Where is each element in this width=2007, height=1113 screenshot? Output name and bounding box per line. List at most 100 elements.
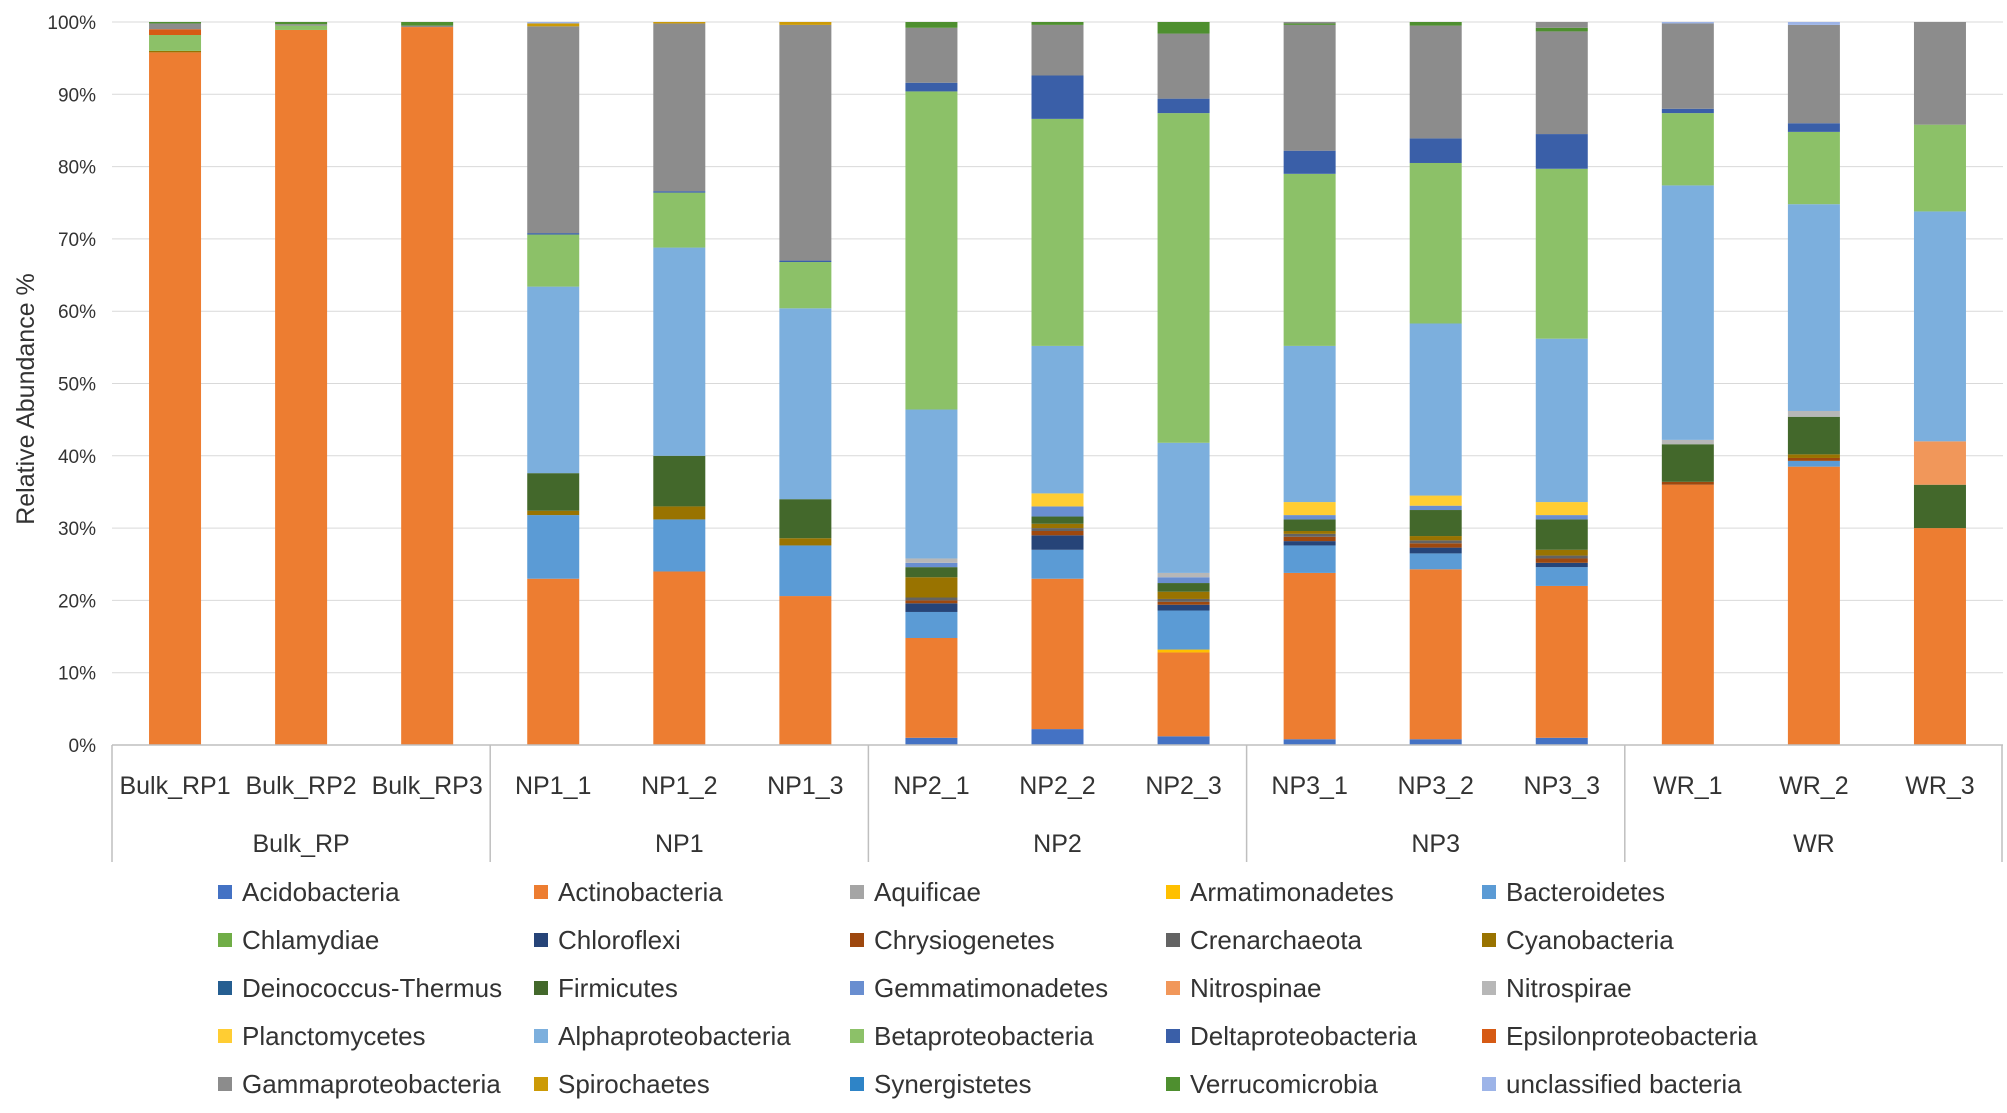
legend-item: Deltaproteobacteria — [1166, 1019, 1482, 1053]
legend-swatch — [1482, 933, 1496, 947]
bar-segment-crenarchaeota — [1409, 540, 1462, 544]
legend-swatch — [218, 933, 232, 947]
bar-segment-firmicutes — [1787, 416, 1840, 455]
bar-segment-firmicutes — [1031, 516, 1084, 524]
bar-segment-unclassified-bacteria — [1661, 22, 1714, 24]
bar-segment-gammaproteobacteria — [149, 23, 202, 30]
y-tick-label: 100% — [47, 13, 96, 34]
bar-segment-chloroflexi — [1031, 535, 1084, 550]
bar-segment-chloroflexi — [1157, 604, 1210, 611]
legend-swatch — [218, 885, 232, 899]
legend-item: Alphaproteobacteria — [534, 1019, 850, 1053]
bar-segment-deltaproteobacteria — [527, 233, 580, 235]
legend-label: Firmicutes — [558, 972, 678, 1003]
legend-label: Crenarchaeota — [1190, 924, 1362, 955]
legend-label: Nitrospinae — [1190, 972, 1322, 1003]
legend-item: Epsilonproteobacteria — [1482, 1019, 1798, 1053]
bar-segment-chrysiogenetes — [905, 600, 958, 604]
bar-segment-actinobacteria — [1661, 484, 1714, 745]
legend-label: Betaproteobacteria — [874, 1020, 1094, 1051]
bar-segment-planctomycetes — [1283, 502, 1336, 516]
bar-segment-alphaproteobacteria — [527, 286, 580, 474]
bar-segment-acidobacteria — [905, 737, 958, 745]
bar-segment-actinobacteria — [1913, 528, 1966, 745]
legend-item: Nitrospirae — [1482, 971, 1798, 1005]
bar-segment-nitrospirae — [1157, 572, 1210, 578]
x-category-label: NP1_3 — [767, 772, 843, 800]
legend-item: Armatimonadetes — [1166, 875, 1482, 909]
bar-segment-chloroflexi — [1409, 547, 1462, 554]
bar-segment-alphaproteobacteria — [1535, 338, 1588, 503]
legend-item: Verrucomicrobia — [1166, 1067, 1482, 1101]
x-category-label: WR_1 — [1653, 772, 1722, 800]
legend-swatch — [534, 981, 548, 995]
bar-segment-gammaproteobacteria — [1661, 23, 1714, 109]
bar-segment-verrucomicrobia — [905, 22, 958, 28]
bar-segment-acidobacteria — [1031, 729, 1084, 745]
x-group-label: NP2 — [1033, 830, 1082, 858]
legend-item: Synergistetes — [850, 1067, 1166, 1101]
legend-swatch — [1166, 885, 1180, 899]
y-tick-label: 90% — [58, 85, 96, 106]
bar-segment-alphaproteobacteria — [1661, 185, 1714, 440]
legend-item: Bacteroidetes — [1482, 875, 1798, 909]
bar-segment-verrucomicrobia — [1031, 22, 1084, 25]
legend-swatch — [850, 1029, 864, 1043]
bar-segment-bacteroidetes — [1535, 567, 1588, 586]
bar-segment-gammaproteobacteria — [1787, 24, 1840, 124]
legend-swatch — [850, 933, 864, 947]
x-category-label: NP3_2 — [1397, 772, 1473, 800]
legend-swatch — [218, 1029, 232, 1043]
bar-segment-firmicutes — [527, 473, 580, 511]
bar-segment-alphaproteobacteria — [1787, 204, 1840, 411]
legend-label: Armatimonadetes — [1190, 876, 1394, 907]
bar-segment-actinobacteria — [653, 571, 706, 745]
bar-segment-acidobacteria — [1283, 739, 1336, 745]
x-category-label: NP1_1 — [515, 772, 591, 800]
bar-segment-firmicutes — [779, 499, 832, 539]
bar-segment-chrysiogenetes — [1409, 543, 1462, 548]
bar-segment-gammaproteobacteria — [401, 25, 454, 28]
bar-segment-chrysiogenetes — [1031, 530, 1084, 536]
bar-segment-deltaproteobacteria — [1157, 98, 1210, 114]
bar-segment-verrucomicrobia — [1535, 27, 1588, 32]
bar-segment-crenarchaeota — [905, 597, 958, 601]
bar-segment-nitrospinae — [1913, 441, 1966, 485]
bar-segment-nitrospirae — [1661, 439, 1714, 445]
bar-segment-deltaproteobacteria — [1031, 75, 1084, 119]
x-category-label: NP3_3 — [1524, 772, 1600, 800]
legend-swatch — [1166, 933, 1180, 947]
bar-segment-actinobacteria — [1157, 652, 1210, 737]
x-group-label: NP3 — [1411, 830, 1460, 858]
bar-segment-chrysiogenetes — [1535, 558, 1588, 563]
legend-label: Chlamydiae — [242, 924, 380, 955]
legend-item: Actinobacteria — [534, 875, 850, 909]
bar-segment-gammaproteobacteria — [1283, 24, 1336, 151]
bar-segment-cyanobacteria — [779, 538, 832, 546]
bar-segment-spirochaetes — [527, 23, 580, 27]
legend-label: Chloroflexi — [558, 924, 681, 955]
bar-segment-alphaproteobacteria — [779, 308, 832, 500]
legend-label: Deinococcus-Thermus — [242, 972, 503, 1003]
bar-segment-alphaproteobacteria — [1409, 323, 1462, 496]
x-group-label: Bulk_RP — [252, 830, 349, 858]
bar-segment-crenarchaeota — [1157, 598, 1210, 602]
bar-segment-chrysiogenetes — [1787, 457, 1840, 461]
bars — [149, 22, 1966, 746]
legend-item: Gammaproteobacteria — [218, 1067, 534, 1101]
bar-segment-chloroflexi — [1535, 562, 1588, 568]
bar-segment-firmicutes — [1535, 519, 1588, 550]
bar-segment-bacteroidetes — [779, 545, 832, 597]
bar-segment-firmicutes — [1409, 510, 1462, 537]
bar-segment-verrucomicrobia — [1157, 22, 1210, 34]
bar-segment-nitrospirae — [905, 558, 958, 563]
bar-segment-cyanobacteria — [653, 506, 706, 520]
legend-item: Crenarchaeota — [1166, 923, 1482, 957]
bar-segment-actinobacteria — [149, 52, 202, 745]
bar-segment-gammaproteobacteria — [1031, 24, 1084, 76]
bar-segment-gemmatimonadetes — [905, 562, 958, 568]
bar-segment-cyanobacteria — [1535, 549, 1588, 556]
bar-segment-deltaproteobacteria — [1535, 134, 1588, 169]
bar-segment-betaproteobacteria — [1661, 113, 1714, 186]
bar-segment-verrucomicrobia — [1409, 22, 1462, 26]
